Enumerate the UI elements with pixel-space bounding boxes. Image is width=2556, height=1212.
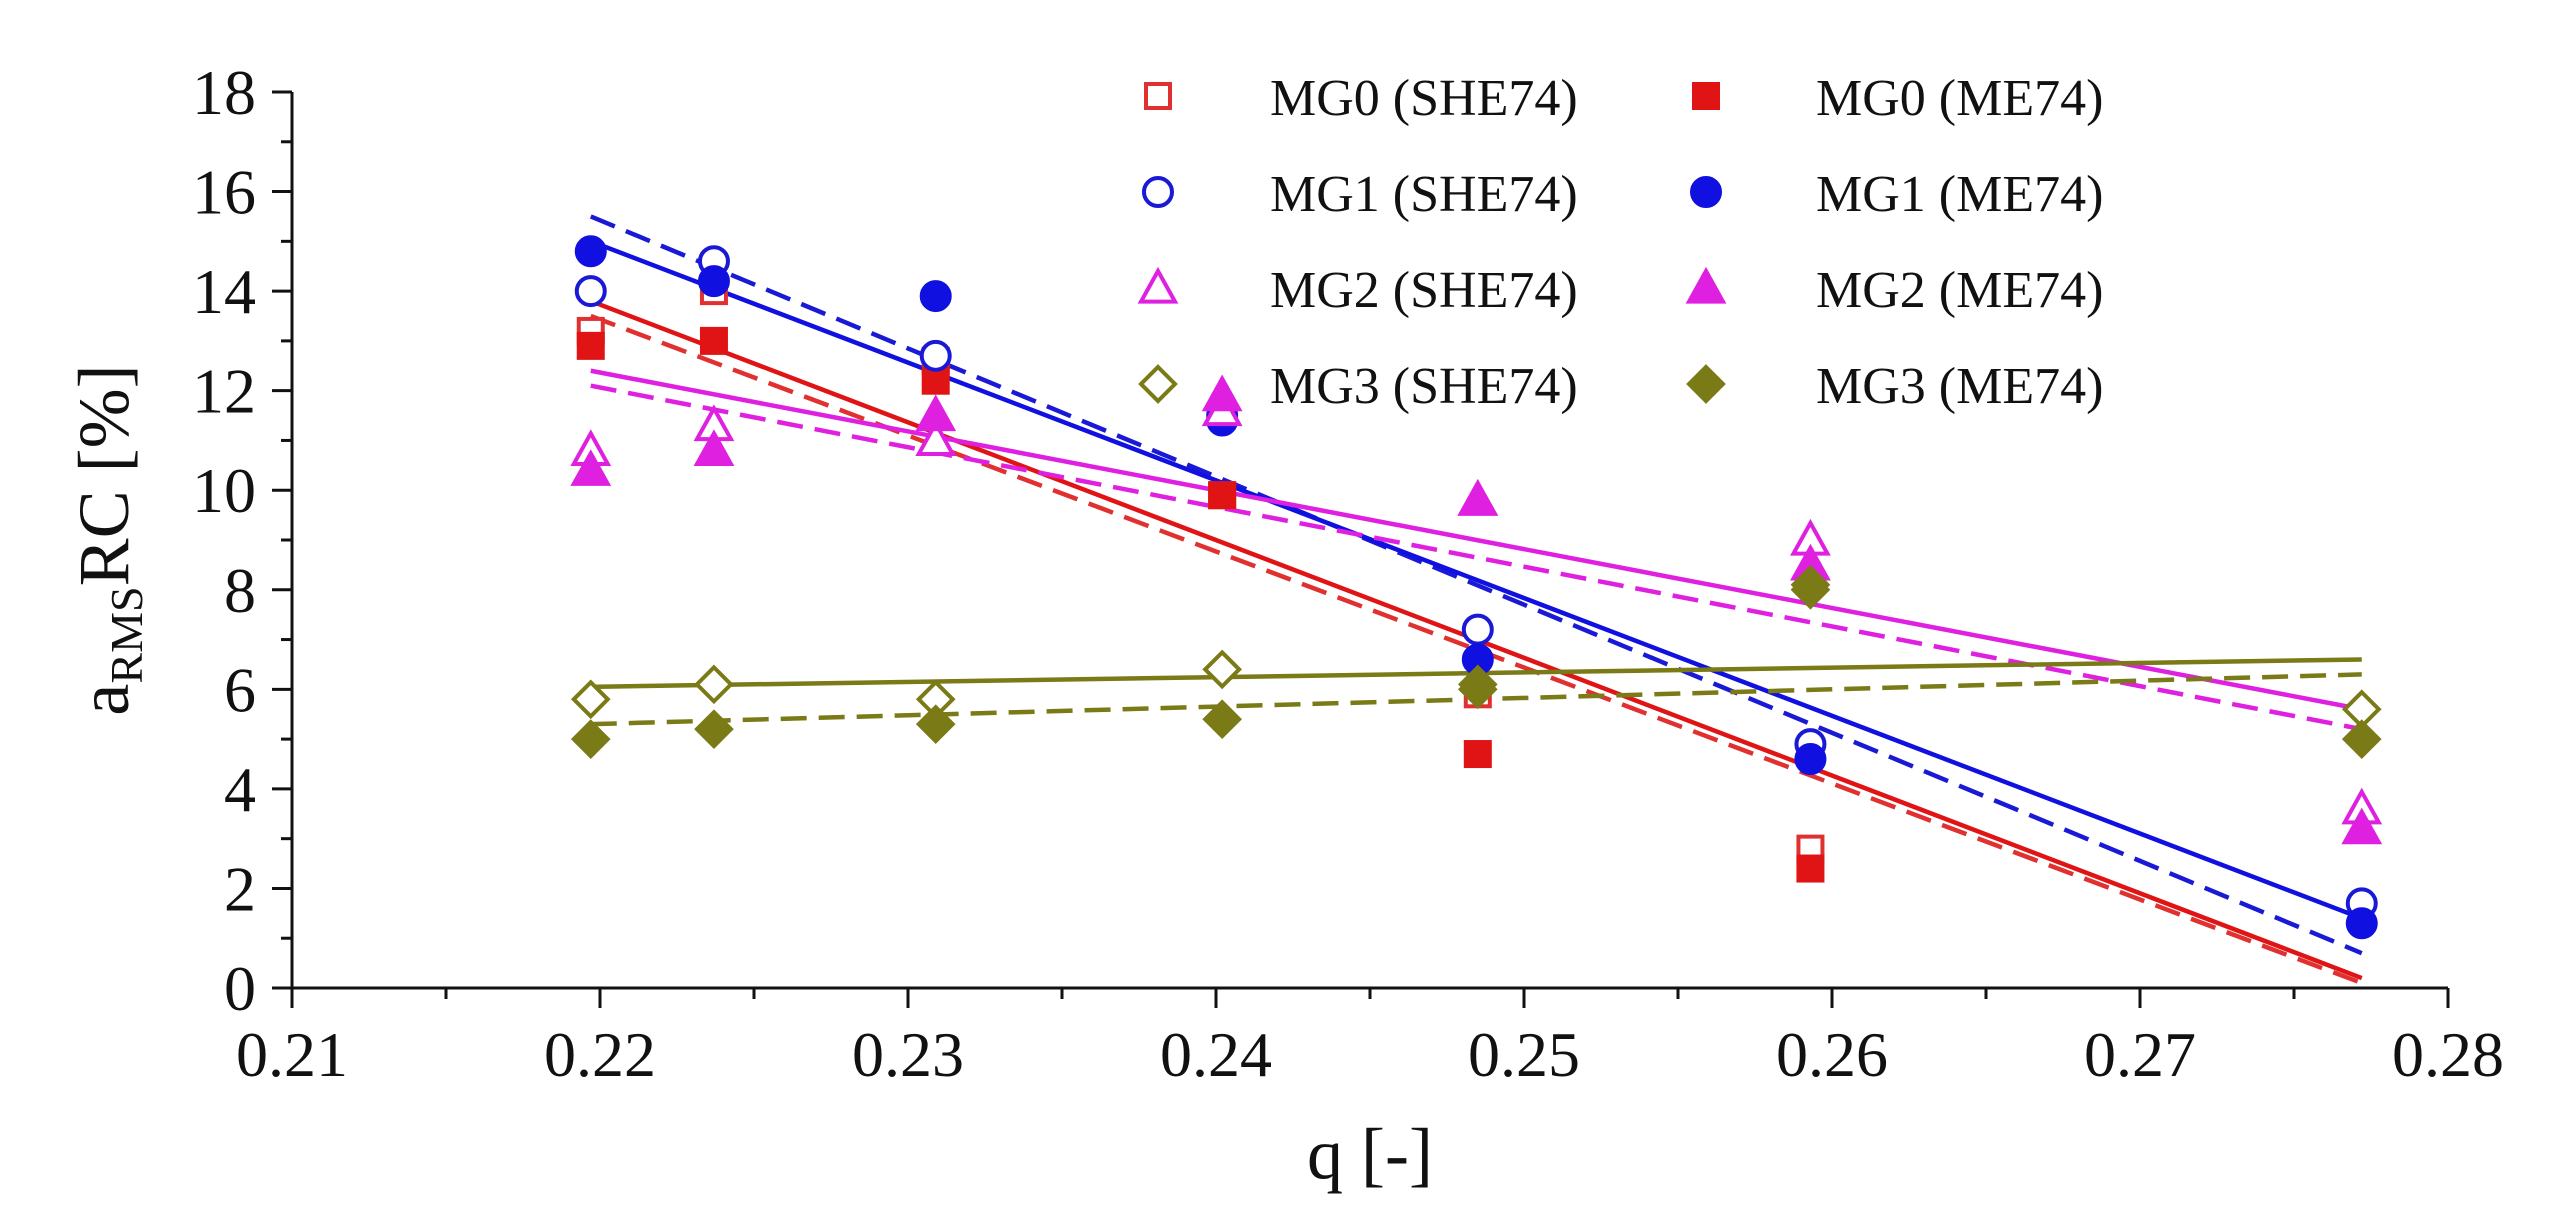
fit-line-mg2-me74 — [590, 368, 2363, 712]
y-tick-label: 0 — [224, 953, 256, 1024]
y-tick-label: 16 — [192, 157, 256, 228]
data-point-mg0-me74 — [1463, 740, 1492, 769]
data-point-mg0-me74 — [921, 366, 950, 395]
x-tick-label: 0.27 — [2084, 1019, 2196, 1090]
data-point-mg2-me74 — [570, 449, 612, 486]
data-point-mg3-she74 — [1202, 649, 1242, 690]
data-point-mg1-me74 — [919, 280, 952, 313]
y-axis-title-suffix: RC [%] — [64, 364, 144, 586]
data-points — [570, 235, 2383, 940]
y-tick-label: 2 — [224, 853, 256, 924]
y-tick-label: 10 — [192, 455, 256, 526]
legend-label-mg3-she74: MG3 (SHE74) — [1270, 358, 1578, 415]
data-point-mg2-me74 — [1457, 479, 1499, 516]
data-point-mg3-me74 — [1790, 564, 1831, 605]
data-point-mg3-me74 — [1202, 699, 1242, 740]
y-tick-label: 6 — [224, 654, 256, 725]
legend-marker-mg0-she74 — [1144, 82, 1172, 110]
data-point-mg1-me74 — [2345, 907, 2378, 940]
data-point-mg1-she74 — [1461, 613, 1494, 646]
data-point-mg0-me74 — [576, 331, 605, 360]
data-point-mg3-me74 — [2341, 719, 2382, 759]
legend-marker-mg0-me74 — [1692, 82, 1720, 110]
x-tick-label: 0.21 — [236, 1019, 348, 1090]
legend-label-mg0-me74: MG0 (ME74) — [1816, 70, 2103, 127]
legend-marker-mg2-she74 — [1137, 266, 1179, 304]
data-point-mg3-me74 — [915, 704, 956, 745]
y-axis-title-main: a — [64, 684, 144, 716]
y-tick-label: 12 — [192, 356, 256, 427]
legend-label-mg0-she74: MG0 (SHE74) — [1270, 70, 1578, 127]
y-axis-title-subscript: RMS — [101, 586, 152, 683]
y-tick-label: 14 — [192, 256, 256, 327]
fit-line-mg2-she74 — [590, 383, 2363, 732]
data-point-mg1-she74 — [919, 339, 952, 372]
data-point-mg2-me74 — [1201, 374, 1243, 412]
data-point-mg1-she74 — [574, 275, 607, 308]
x-tick-label: 0.26 — [1776, 1019, 1888, 1090]
legend-label-mg2-me74: MG2 (ME74) — [1816, 262, 2103, 319]
data-point-mg3-she74 — [694, 664, 734, 705]
axes — [272, 90, 2450, 1008]
x-axis-title: q [-] — [1307, 1114, 1433, 1194]
legend-marker-mg3-me74 — [1686, 364, 1726, 404]
x-tick-label: 0.23 — [852, 1019, 964, 1090]
legend-label-mg1-me74: MG1 (ME74) — [1816, 166, 2103, 223]
data-point-mg1-me74 — [574, 235, 607, 268]
legend-marker-mg3-she74 — [1138, 364, 1178, 404]
data-point-mg3-me74 — [694, 709, 734, 749]
x-tick-label: 0.24 — [1160, 1019, 1272, 1090]
legend-label-mg1-she74: MG1 (SHE74) — [1270, 166, 1578, 223]
data-point-mg2-me74 — [915, 394, 957, 432]
data-point-mg3-me74 — [570, 719, 611, 759]
fit-lines — [589, 214, 2363, 986]
data-point-mg2-me74 — [2341, 807, 2383, 845]
x-tick-label: 0.25 — [1468, 1019, 1580, 1090]
fit-line-mg1-me74 — [589, 239, 2363, 921]
x-tick-label: 0.22 — [544, 1019, 656, 1090]
data-point-mg1-me74 — [697, 265, 730, 298]
data-point-mg1-me74 — [1794, 743, 1827, 776]
data-point-mg3-me74 — [1457, 669, 1498, 710]
x-tick-label: 0.28 — [2392, 1019, 2504, 1090]
fit-line-mg1-she74 — [589, 214, 2363, 956]
legend-label-mg3-me74: MG3 (ME74) — [1816, 358, 2103, 415]
tick-labels: 0.21 0.22 0.23 0.24 0.25 0.26 0.27 0.28 0 2 4 6 8 10 1… — [192, 57, 2504, 1090]
data-point-mg0-me74 — [1208, 481, 1237, 510]
legend-marker-mg1-me74 — [1690, 176, 1722, 208]
data-point-mg2-me74 — [693, 429, 735, 466]
data-point-mg3-she74 — [570, 679, 611, 720]
legend: MG0 (SHE74) MG1 (SHE74) MG2 (SHE74) MG3 (SH… — [1137, 70, 2103, 415]
y-tick-label: 18 — [192, 57, 256, 128]
data-point-mg2-she74 — [915, 419, 957, 457]
legend-marker-mg2-me74 — [1685, 266, 1727, 304]
legend-marker-mg1-she74 — [1142, 176, 1174, 208]
legend-label-mg2-she74: MG2 (SHE74) — [1270, 262, 1578, 319]
y-axis-title: aRMSRC [%] — [64, 364, 152, 715]
data-point-mg0-me74 — [699, 326, 728, 355]
y-tick-label: 8 — [224, 555, 256, 626]
y-tick-label: 4 — [224, 754, 256, 825]
data-point-mg0-me74 — [1796, 854, 1825, 883]
